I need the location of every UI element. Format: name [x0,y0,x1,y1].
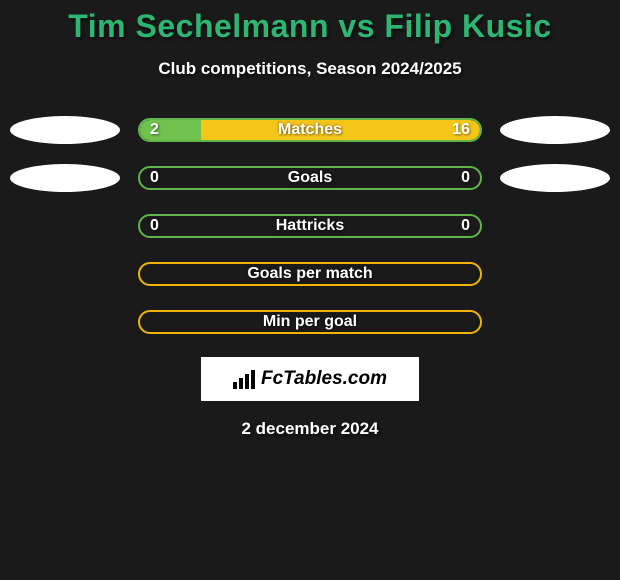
comparison-card: Tim Sechelmann vs Filip Kusic Club compe… [0,0,620,439]
stat-label: Min per goal [140,313,480,331]
stat-row: Goals per match [0,261,620,287]
stat-row: Min per goal [0,309,620,335]
stat-label: Goals per match [140,265,480,283]
player-right-ellipse [500,164,610,192]
subtitle: Club competitions, Season 2024/2025 [0,59,620,79]
stat-bar: Goals per match [138,262,482,286]
stat-bar: Min per goal [138,310,482,334]
stat-bar: Matches2 16 [138,118,482,142]
stat-bar: Hattricks0 0 [138,214,482,238]
logo-box: FcTables.com [201,357,419,401]
stat-bar: Goals0 0 [138,166,482,190]
stat-rows: Matches216Goals00Hattricks00Goals per ma… [0,117,620,335]
stat-value-left: 0 [150,169,159,187]
stat-value-right: 0 [461,217,470,235]
stat-value-right: 0 [461,169,470,187]
page-title: Tim Sechelmann vs Filip Kusic [0,8,620,45]
date: 2 december 2024 [0,419,620,439]
stat-row: Goals0 0 [0,165,620,191]
player-left-ellipse [10,164,120,192]
stat-value-left: 2 [150,121,159,139]
player-right-ellipse [500,116,610,144]
logo-text: FcTables.com [261,368,387,390]
logo-chart-icon [233,369,257,389]
stat-row: Hattricks0 0 [0,213,620,239]
stat-value-right: 16 [452,121,470,139]
stat-value-left: 0 [150,217,159,235]
logo: FcTables.com [233,368,387,390]
stat-row: Matches2 16 [0,117,620,143]
stat-label: Goals [140,169,480,187]
player-left-ellipse [10,116,120,144]
stat-label: Matches [140,121,480,139]
stat-label: Hattricks [140,217,480,235]
